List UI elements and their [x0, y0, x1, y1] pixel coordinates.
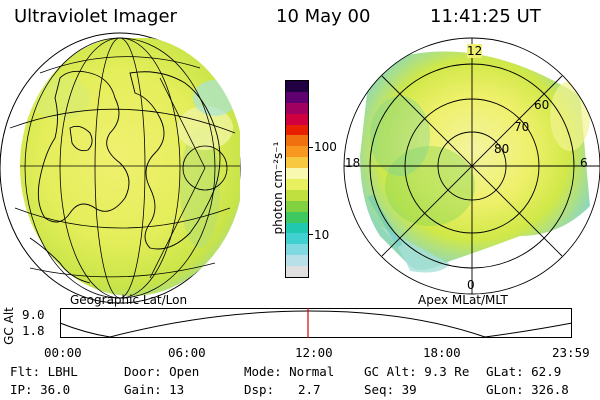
apex-polar-image	[343, 37, 600, 295]
time-tick-0600: 06:00	[168, 345, 206, 360]
glon-info: GLon: 326.8	[486, 382, 569, 397]
mlt-label-6: 6	[580, 156, 588, 170]
colorbar-segment	[286, 80, 308, 92]
colorbar-segment	[286, 113, 308, 125]
colorbar-segment	[286, 255, 308, 267]
altitude-tick-9: 9.0	[22, 307, 45, 322]
colorbar-segment	[286, 146, 308, 158]
colorbar-tick-10	[308, 234, 313, 235]
altitude-axis-label: GC Alt	[2, 307, 16, 345]
colorbar-segment	[286, 91, 308, 103]
colorbar-segment	[286, 244, 308, 256]
time-tick-1200: 12:00	[295, 345, 333, 360]
gc-alt-info: GC Alt: 9.3 Re	[364, 364, 470, 379]
colorbar-label-10: 10	[314, 228, 330, 242]
colorbar-segment	[286, 189, 308, 201]
colorbar-tick-100	[308, 147, 313, 148]
mlat-label-80: 80	[494, 142, 510, 156]
colorbar-segment	[286, 222, 308, 234]
date-label: 10 May 00	[276, 6, 371, 27]
instrument-title: Ultraviolet Imager	[14, 6, 177, 27]
glat-info: GLat: 62.9	[486, 364, 562, 379]
seq-info: Seq: 39	[364, 382, 417, 397]
geographic-globe-image	[0, 32, 241, 304]
door-info: Door: Open	[124, 364, 200, 379]
colorbar-segment	[286, 178, 308, 190]
altitude-plot	[59, 308, 573, 338]
mlat-label-60: 60	[534, 98, 550, 112]
mlt-label-12: 12	[467, 44, 483, 58]
mlt-label-18: 18	[345, 156, 361, 170]
dsp-info-label: Dsp:	[244, 382, 275, 397]
geographic-label: Geographic Lat/Lon	[70, 293, 188, 307]
mode-info: Mode: Normal	[244, 364, 335, 379]
time-tick-0000: 00:00	[44, 345, 82, 360]
time-label: 11:41:25 UT	[430, 6, 541, 27]
colorbar	[285, 80, 309, 278]
colorbar-segment	[286, 266, 308, 277]
apex-label: Apex MLat/MLT	[418, 293, 508, 307]
colorbar-segment	[286, 200, 308, 212]
colorbar-segment	[286, 211, 308, 223]
dsp-info-value: 2.7	[298, 382, 321, 397]
colorbar-segment	[286, 233, 308, 245]
ip-info: IP: 36.0	[10, 382, 71, 397]
colorbar-segment	[286, 157, 308, 169]
colorbar-segment	[286, 168, 308, 179]
gain-info: Gain: 13	[124, 382, 185, 397]
colorbar-label-100: 100	[314, 140, 337, 154]
mlat-label-70: 70	[514, 120, 530, 134]
time-tick-1800: 18:00	[423, 345, 461, 360]
altitude-tick-1-8: 1.8	[22, 323, 45, 338]
mlt-label-0: 0	[467, 278, 475, 292]
filter-info: Flt: LBHL	[10, 364, 78, 379]
time-tick-2359: 23:59	[552, 345, 590, 360]
colorbar-segment	[286, 135, 308, 147]
colorbar-segment	[286, 124, 308, 136]
colorbar-segment	[286, 102, 308, 114]
colorbar-unit-label: photon cm⁻²s⁻¹	[271, 141, 285, 235]
